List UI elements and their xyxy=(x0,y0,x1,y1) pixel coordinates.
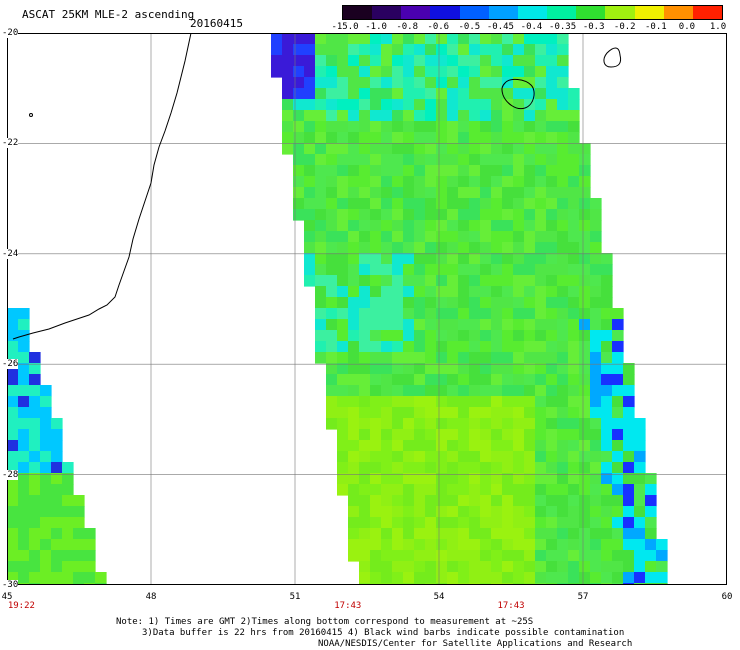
map-grid xyxy=(7,33,727,585)
colorbar-swatch xyxy=(430,6,460,19)
note-line-2: 3)Data buffer is 22 hrs from 20160415 4)… xyxy=(142,628,625,638)
pass-time-label: 19:22 xyxy=(7,601,35,611)
colorbar-swatch xyxy=(634,6,664,19)
colorbar-label: -0.4 xyxy=(520,22,543,32)
colorbar-label: -15.0 xyxy=(331,22,359,32)
pass-time-label: 17:43 xyxy=(497,601,525,611)
colorbar xyxy=(342,5,723,20)
madagascar-coastline xyxy=(12,33,192,340)
longitude-label: 54 xyxy=(433,592,445,602)
longitude-label: 57 xyxy=(577,592,589,602)
longitude-label: 45 xyxy=(1,592,13,602)
colorbar-swatch xyxy=(692,6,723,19)
colorbar-label: 0.0 xyxy=(678,22,696,32)
latitude-label: -24 xyxy=(2,248,19,259)
latitude-label: -20 xyxy=(2,28,19,38)
pass-time-label: 17:43 xyxy=(334,601,362,611)
longitude-label: 48 xyxy=(145,592,157,602)
colorbar-label: -1.0 xyxy=(365,22,387,32)
latitude-label: -30 xyxy=(2,580,19,590)
longitude-label: 51 xyxy=(289,592,301,602)
credit-line: NOAA/NESDIS/Center for Satellite Applica… xyxy=(318,639,633,649)
colorbar-label: -0.8 xyxy=(396,22,418,32)
swath-map xyxy=(7,33,727,585)
colorbar-swatch xyxy=(576,6,606,19)
colorbar-label: -0.45 xyxy=(486,22,514,32)
latitude-label: -28 xyxy=(2,469,19,480)
colorbar-swatch xyxy=(517,6,548,19)
colorbar-label: -0.35 xyxy=(549,22,577,32)
map-date: 20160415 xyxy=(190,17,243,30)
colorbar-label: 1.0 xyxy=(709,22,727,32)
latitude-label: -22 xyxy=(2,138,19,149)
colorbar-swatch xyxy=(488,6,518,19)
mauritius-island-coastline xyxy=(603,47,622,68)
colorbar-swatch xyxy=(343,6,373,19)
colorbar-swatch xyxy=(459,6,489,19)
colorbar-swatch xyxy=(372,6,402,19)
longitude-label: 60 xyxy=(721,592,733,602)
colorbar-label: -0.2 xyxy=(613,22,636,32)
colorbar-swatch xyxy=(547,6,577,19)
colorbar-label: -0.5 xyxy=(458,22,481,32)
colorbar-label: -0.1 xyxy=(644,22,667,32)
latitude-label: -26 xyxy=(2,359,19,370)
note-line-1: Note: 1) Times are GMT 2)Times along bot… xyxy=(116,617,534,627)
map-frame xyxy=(7,33,727,585)
scatterometer-swath xyxy=(7,33,668,585)
map-title: ASCAT 25KM MLE-2 ascending xyxy=(22,8,195,21)
colorbar-swatch xyxy=(401,6,431,19)
colorbar-swatch xyxy=(663,6,693,19)
reunion-island-coastline xyxy=(501,78,535,110)
colorbar-swatch xyxy=(605,6,635,19)
colorbar-label: -0.3 xyxy=(582,22,605,32)
colorbar-label: -0.6 xyxy=(427,22,450,32)
island-small xyxy=(29,113,33,117)
